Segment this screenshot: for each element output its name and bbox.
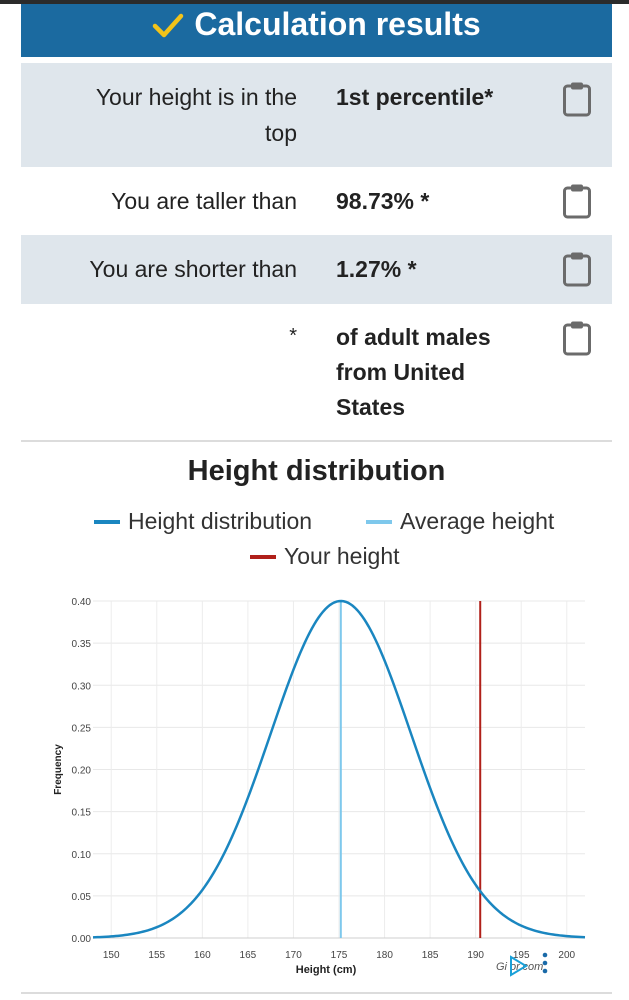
legend-label: Your height [284,543,400,569]
ad-menu-dot[interactable] [542,960,548,966]
x-tick-label: 200 [558,950,575,961]
results-title: Calculation results [194,6,481,42]
y-axis-label: Frequency [53,744,64,795]
ad-menu-dot[interactable] [542,952,548,958]
results-table: Your height is in the top 1st percentile… [21,63,612,440]
clipboard-icon[interactable] [562,81,592,117]
legend-label: Average height [400,508,555,534]
ad-play-icon[interactable] [510,955,528,977]
x-tick-label: 175 [331,950,348,961]
result-value: of adult males from United States [336,324,491,420]
legend-swatch [250,554,276,559]
y-tick-label: 0.40 [72,597,92,608]
section-divider-bottom [21,992,612,994]
result-value: 1.27% * [336,256,417,282]
y-tick-label: 0.25 [72,723,92,734]
result-label: You are shorter than [89,256,297,282]
section-divider [21,440,612,442]
result-value: 98.73% * [336,188,430,214]
result-row-shorter: You are shorter than 1.27% * [21,235,612,304]
checkmark-icon [153,13,184,37]
result-label: You are taller than [111,188,297,214]
y-tick-label: 0.15 [72,808,92,819]
x-tick-label: 155 [148,950,165,961]
height-distribution-series-line [92,599,586,939]
watermark-text: Gi or.com [496,961,543,973]
legend-swatch [94,519,120,524]
x-tick-label: 185 [422,950,439,961]
legend-item-your-height[interactable]: Your height [250,543,400,570]
clipboard-icon[interactable] [562,251,592,287]
legend-swatch [366,519,392,524]
clipboard-icon[interactable] [562,320,592,356]
result-value: 1st percentile* [336,84,494,110]
clipboard-icon[interactable] [562,183,592,219]
y-tick-label: 0.20 [72,766,92,777]
legend-item-average-height[interactable]: Average height [366,508,554,535]
footnote-asterisk: * [289,325,297,347]
y-tick-label: 0.00 [72,934,92,945]
legend-item-height-distribution[interactable]: Height distribution [94,508,312,535]
x-axis-label: Height (cm) [296,964,357,976]
ad-menu-dot[interactable] [542,968,548,974]
x-tick-label: 165 [240,950,257,961]
legend-label: Height distribution [128,508,313,534]
result-label: Your height is in the top [95,84,297,146]
results-header: Calculation results [21,4,612,57]
y-tick-label: 0.30 [72,681,92,692]
chart-title: Height distribution [187,455,446,487]
x-tick-label: 150 [103,950,120,961]
y-tick-label: 0.35 [72,639,92,650]
x-tick-label: 180 [376,950,393,961]
y-tick-label: 0.10 [72,850,92,861]
x-tick-label: 195 [513,950,530,961]
x-tick-label: 170 [285,950,302,961]
result-row-taller: You are taller than 98.73% * [21,167,612,235]
x-tick-label: 190 [467,950,484,961]
result-row-percentile: Your height is in the top 1st percentile… [21,63,612,167]
y-tick-label: 0.05 [72,892,92,903]
result-row-footnote: * of adult males from United States [21,304,612,440]
x-tick-label: 160 [194,950,211,961]
top-strip [0,0,629,4]
height-distribution-chart: 0.00 0.05 0.10 0.15 0.20 0.25 0.30 0.35 0.40 150 1… [53,597,586,977]
